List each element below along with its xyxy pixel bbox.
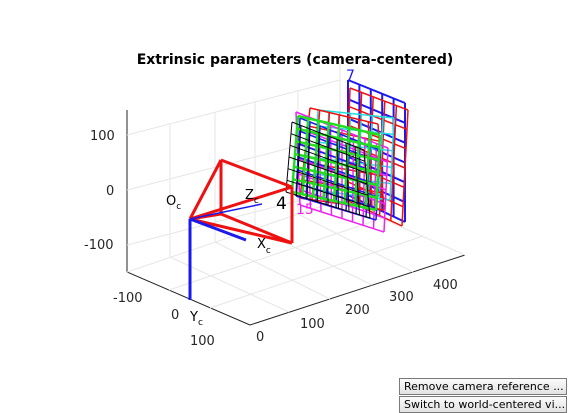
z-tick-100: 100 bbox=[300, 317, 325, 332]
oc-label: Oc bbox=[166, 194, 181, 212]
z-tick-0: 0 bbox=[256, 330, 264, 345]
y-tick-0: 0 bbox=[106, 184, 114, 199]
y-tick-100: 100 bbox=[90, 129, 115, 144]
x-tick-neg100: -100 bbox=[113, 291, 143, 306]
xc-label: Xc bbox=[257, 237, 271, 256]
remove-camera-reference-button[interactable]: Remove camera reference ... bbox=[399, 378, 567, 395]
zc-label: Zc bbox=[245, 188, 259, 206]
x-tick-0: 0 bbox=[171, 308, 179, 323]
x-tick-100: 100 bbox=[190, 334, 215, 349]
z-tick-400: 400 bbox=[433, 278, 458, 293]
z-tick-200: 200 bbox=[345, 303, 370, 318]
pattern-label-15: 15 bbox=[296, 202, 314, 218]
z-tick-300: 300 bbox=[389, 290, 414, 305]
plot-title: Extrinsic parameters (camera-centered) bbox=[0, 52, 570, 68]
pattern-label-4: 4 bbox=[276, 194, 287, 214]
yc-label: Yc bbox=[189, 310, 203, 328]
switch-world-centered-button[interactable]: Switch to world-centered vi... bbox=[399, 396, 567, 413]
y-tick-neg100: -100 bbox=[84, 238, 114, 253]
pattern-label-7: 7 bbox=[346, 68, 355, 84]
